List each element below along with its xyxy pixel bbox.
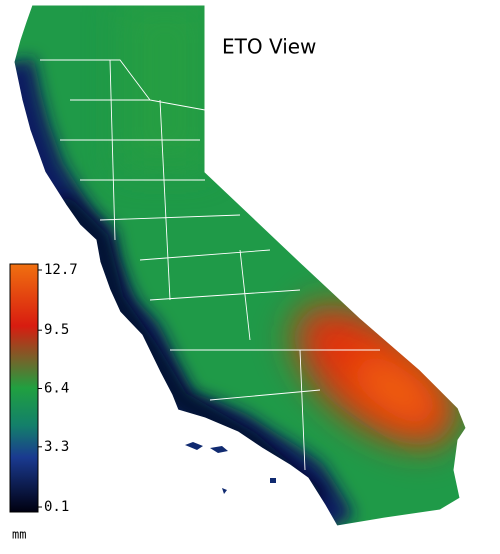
legend-tick-label: 0.1 xyxy=(44,499,69,515)
color-legend: mm 12.7 9.5 6.4 3.3 0.1 xyxy=(9,262,78,542)
legend-tick-label: 12.7 xyxy=(44,262,78,278)
legend-color-bar xyxy=(9,263,39,513)
map-title: ETO View xyxy=(222,35,316,59)
islands xyxy=(185,442,276,494)
legend-unit: mm xyxy=(12,528,26,542)
legend-tick-label: 3.3 xyxy=(44,439,69,455)
legend-tick-label: 9.5 xyxy=(44,322,69,338)
legend-tick-label: 6.4 xyxy=(44,381,69,397)
